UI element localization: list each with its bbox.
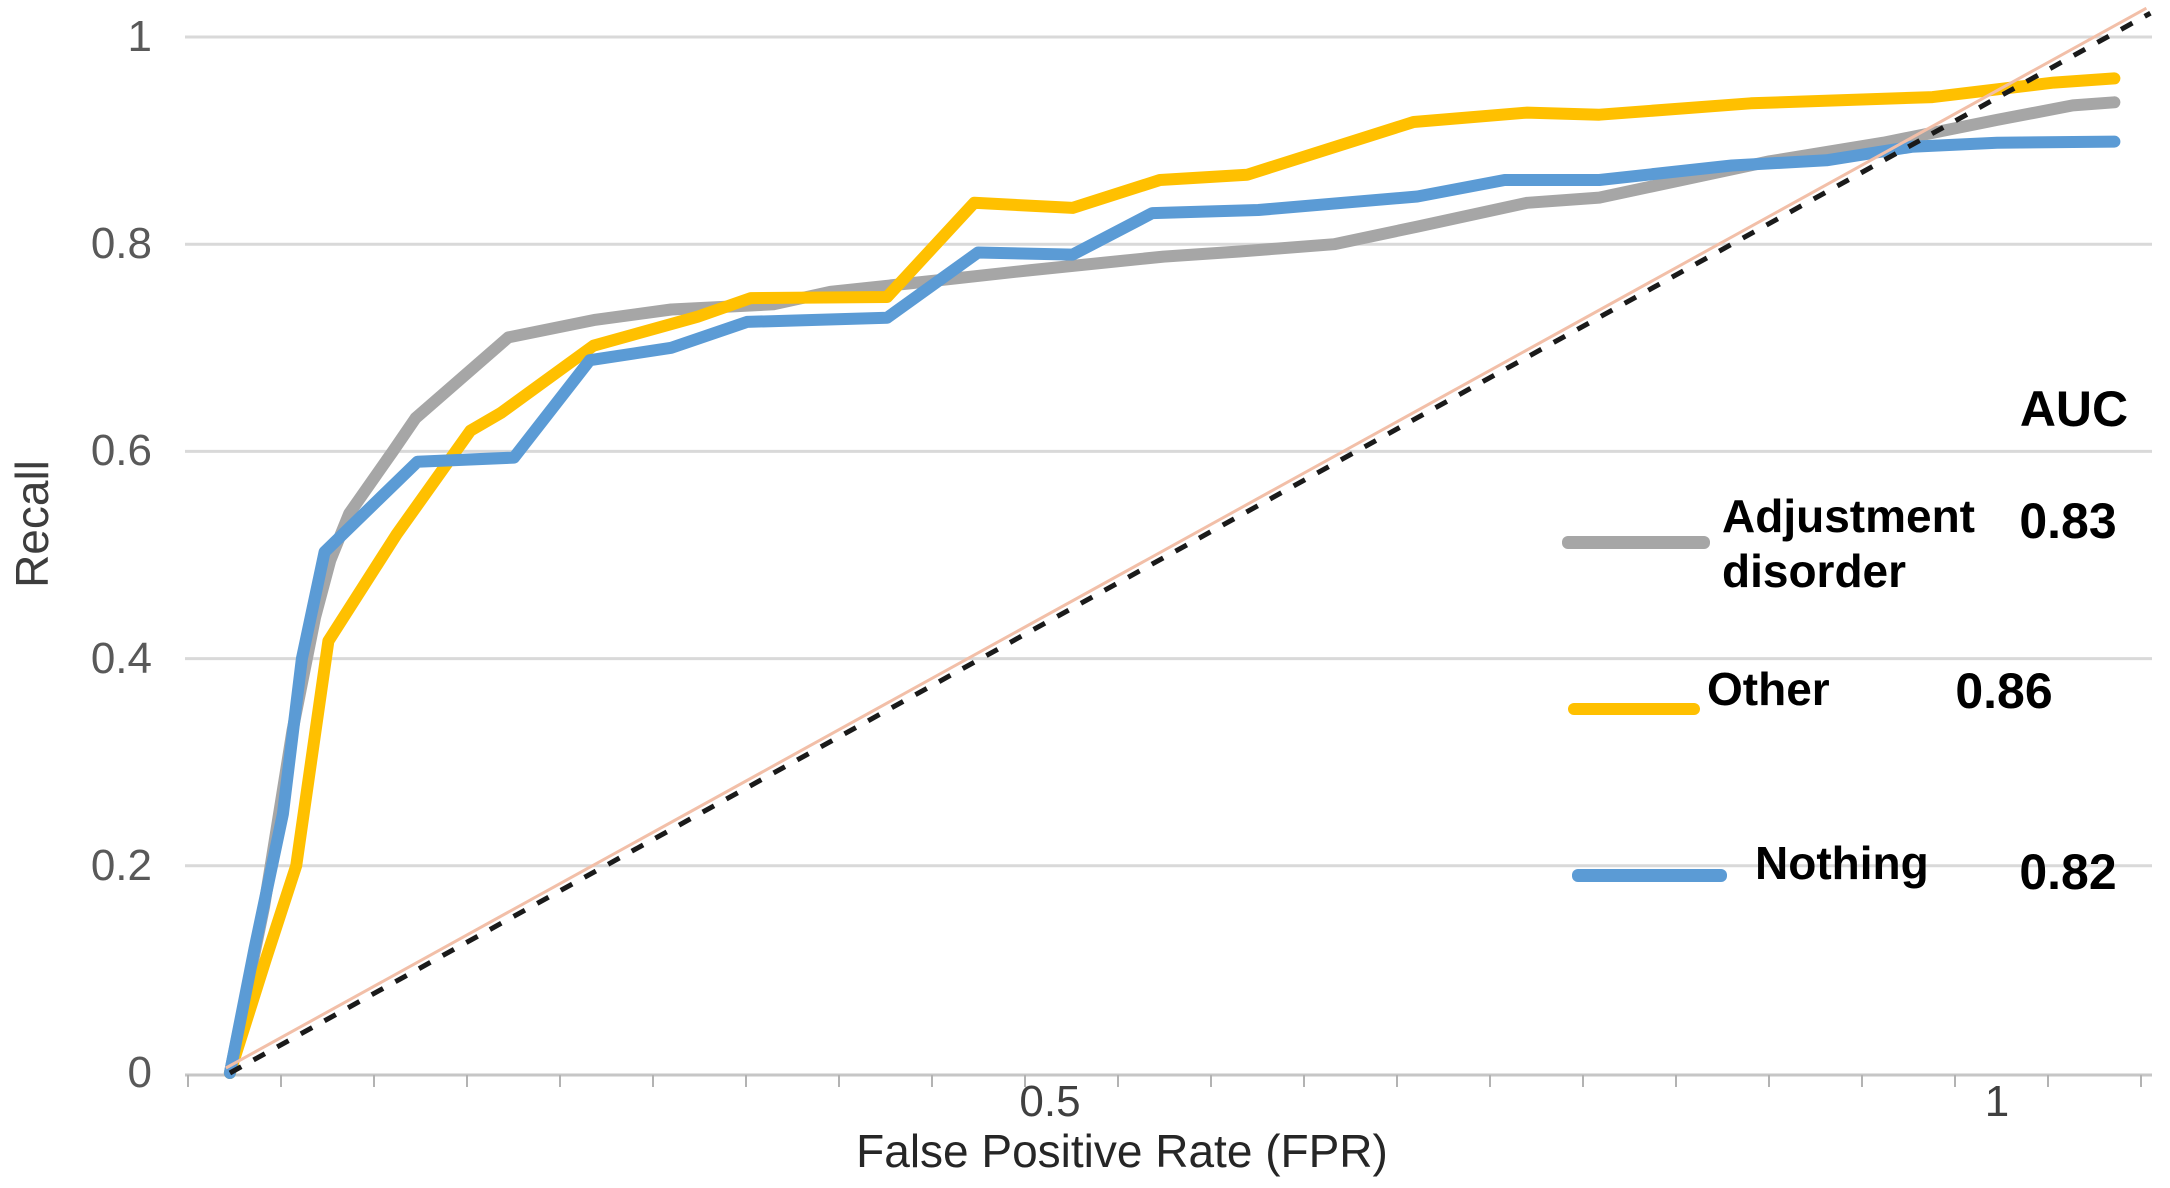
series-line-nothing [223, 135, 2121, 1079]
x-tick-label-1: 1 [1984, 1077, 2010, 1126]
x-axis-title: False Positive Rate (FPR) [856, 1125, 1388, 1177]
legend-swatch-adjustment-disorder [1562, 536, 1710, 549]
series-line-other [223, 72, 2121, 1079]
x-tick-label-0.5: 0.5 [1019, 1077, 1081, 1126]
legend-label-other: Other [1707, 663, 1830, 715]
legend-label-nothing: Nothing [1755, 837, 1929, 889]
legend-swatch-nothing [1572, 869, 1727, 882]
legend-auc-nothing: 0.82 [2019, 844, 2117, 900]
legend-swatch-other [1568, 703, 1700, 715]
legend-auc-adjustment-disorder: 0.83 [2019, 493, 2117, 549]
y-tick-label-0.2: 0.2 [90, 840, 152, 890]
legend-label-adjustment-disorder: Adjustment disorder [1722, 490, 1975, 597]
legend-auc-other: 0.86 [1955, 663, 2053, 719]
y-tick-label-0.6: 0.6 [90, 426, 152, 476]
legend-auc-header: AUC [2019, 381, 2129, 437]
y-axis-title: Recall [6, 460, 58, 588]
y-tick-label-0: 0 [127, 1048, 152, 1097]
y-tick-label-0.4: 0.4 [90, 633, 152, 683]
diagonal-underlay-line [225, 6, 2148, 1070]
y-tick-label-1: 1 [127, 12, 152, 61]
y-tick-label-0.8: 0.8 [90, 219, 152, 269]
